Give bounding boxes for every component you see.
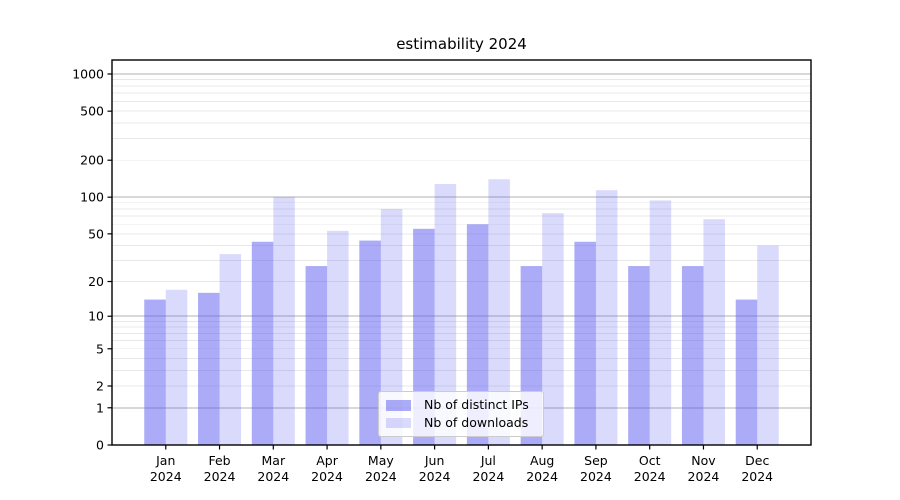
legend: Nb of distinct IPs Nb of downloads: [378, 391, 544, 437]
x-tick-label-jun: Jun 2024: [419, 453, 451, 484]
legend-swatch-downloads: [386, 417, 411, 428]
y-tick-label-2: 2: [96, 379, 104, 394]
x-tick-label-nov: Nov 2024: [688, 453, 720, 484]
bar-downloads-sep: [595, 190, 618, 445]
legend-swatch-distinct-ips: [386, 400, 411, 411]
bar-downloads-jul: [488, 179, 510, 445]
y-tick-label-20: 20: [88, 274, 104, 289]
bar-downloads-mar: [273, 197, 295, 445]
y-tick-label-500: 500: [80, 104, 104, 119]
x-tick-label-may: May 2024: [365, 453, 397, 484]
x-tick-label-dec: Dec 2024: [741, 453, 773, 484]
bar-distinct-ips-jan: [144, 299, 166, 445]
y-tick-label-10: 10: [88, 309, 104, 324]
bar-distinct-ips-mar: [251, 241, 274, 445]
y-tick-label-1: 1: [96, 400, 104, 415]
bar-distinct-ips-may: [359, 240, 381, 445]
y-tick-label-1000: 1000: [72, 67, 104, 82]
x-tick-label-jul: Jul 2024: [472, 453, 504, 484]
bar-distinct-ips-sep: [574, 241, 596, 445]
legend-item-downloads: Nb of downloads: [386, 414, 543, 430]
y-tick-label-5: 5: [96, 341, 104, 356]
legend-item-distinct-ips: Nb of distinct IPs: [386, 397, 543, 412]
bar-distinct-ips-jun: [413, 228, 435, 445]
x-tick-label-sep: Sep 2024: [580, 453, 612, 484]
y-tick-label-200: 200: [80, 153, 104, 168]
x-tick-label-feb: Feb 2024: [204, 453, 236, 484]
bar-downloads-may: [380, 209, 403, 445]
y-tick-label-100: 100: [80, 190, 104, 205]
bar-distinct-ips-apr: [305, 266, 328, 445]
plot-border: [111, 59, 812, 446]
bar-downloads-jan: [165, 289, 188, 445]
bar-distinct-ips-oct: [628, 266, 650, 445]
legend-label-downloads: Nb of downloads: [424, 414, 529, 430]
x-tick-label-jan: Jan 2024: [150, 453, 182, 484]
bar-downloads-nov: [703, 219, 725, 445]
bar-downloads-jun: [434, 184, 457, 445]
bar-downloads-feb: [219, 254, 242, 445]
bar-distinct-ips-dec: [735, 299, 758, 445]
x-tick-label-apr: Apr 2024: [311, 453, 343, 484]
x-tick-label-oct: Oct 2024: [634, 453, 666, 484]
bar-downloads-aug: [542, 213, 564, 445]
bar-distinct-ips-jul: [466, 224, 489, 445]
y-tick-label-50: 50: [88, 226, 104, 241]
bar-downloads-apr: [327, 230, 349, 445]
x-tick-label-mar: Mar 2024: [257, 453, 289, 484]
bar-downloads-oct: [649, 200, 672, 445]
chart-title: estimability 2024: [396, 35, 527, 53]
x-tick-label-aug: Aug 2024: [526, 453, 558, 484]
bar-distinct-ips-nov: [681, 266, 704, 445]
legend-label-distinct-ips: Nb of distinct IPs: [424, 397, 529, 412]
bar-distinct-ips-feb: [198, 292, 220, 445]
bar-downloads-dec: [757, 245, 779, 445]
y-tick-label-0: 0: [96, 438, 104, 453]
